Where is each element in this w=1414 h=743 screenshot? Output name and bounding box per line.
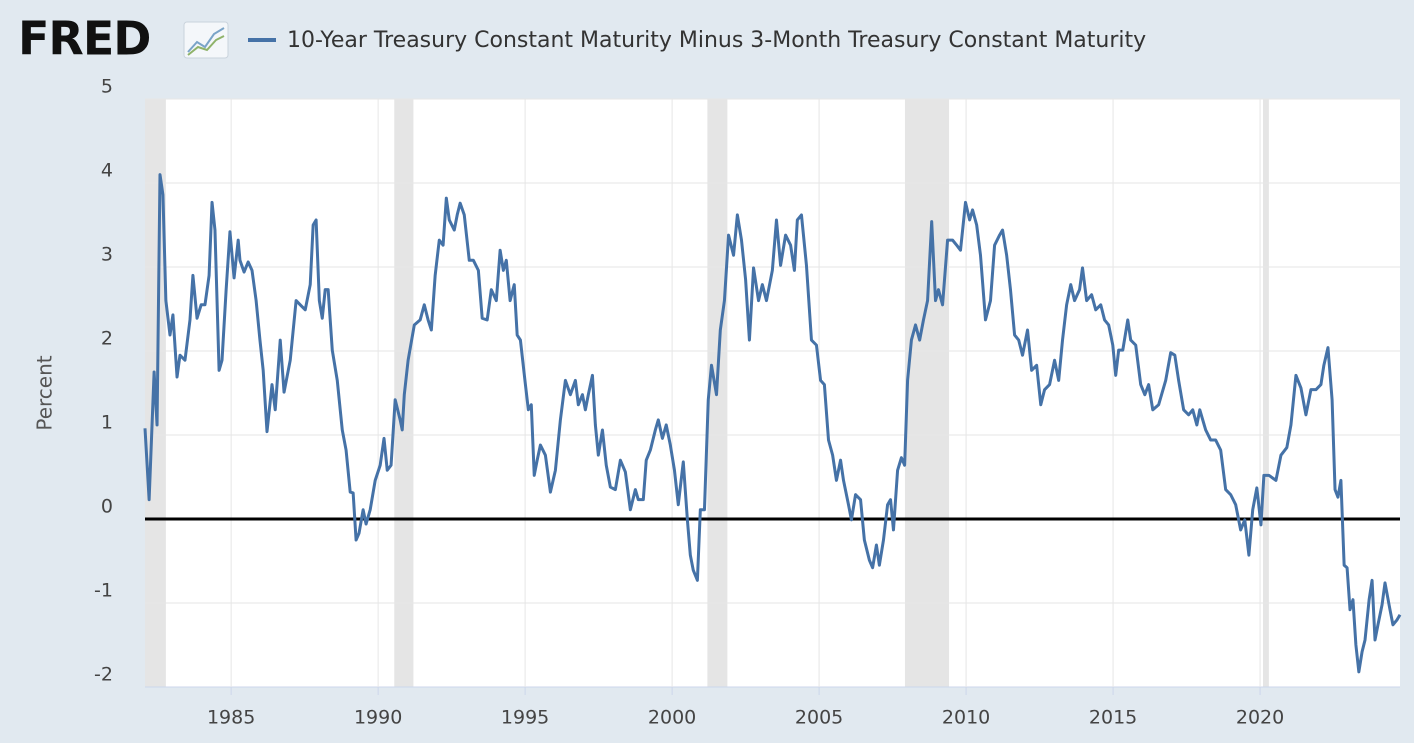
x-tick-label: 1990 bbox=[354, 707, 402, 729]
y-tick-label: 4 bbox=[101, 160, 113, 182]
y-tick-label: 0 bbox=[101, 496, 113, 518]
x-tick-label: 2005 bbox=[795, 707, 843, 729]
legend-label: 10-Year Treasury Constant Maturity Minus… bbox=[287, 28, 1146, 53]
x-tick-label: 1995 bbox=[501, 707, 549, 729]
x-tick-label: 2000 bbox=[648, 707, 696, 729]
y-tick-label: 5 bbox=[101, 76, 113, 98]
y-tick-label: -1 bbox=[94, 580, 113, 602]
x-tick-label: 2020 bbox=[1236, 707, 1284, 729]
x-tick-label: 2015 bbox=[1089, 707, 1137, 729]
y-axis-label: Percent bbox=[33, 355, 57, 430]
y-tick-label: 1 bbox=[101, 412, 113, 434]
y-tick-label: 2 bbox=[101, 328, 113, 350]
plot-area bbox=[145, 99, 1400, 687]
y-tick-label: 3 bbox=[101, 244, 113, 266]
series-line bbox=[143, 173, 1402, 674]
logo: FRED bbox=[18, 12, 150, 66]
y-tick-label: -2 bbox=[94, 664, 113, 686]
x-tick-label: 2010 bbox=[942, 707, 990, 729]
x-tick-label: 1985 bbox=[207, 707, 255, 729]
recession-band bbox=[904, 99, 950, 687]
logo-icon bbox=[183, 21, 229, 59]
recession-band bbox=[1263, 99, 1269, 687]
